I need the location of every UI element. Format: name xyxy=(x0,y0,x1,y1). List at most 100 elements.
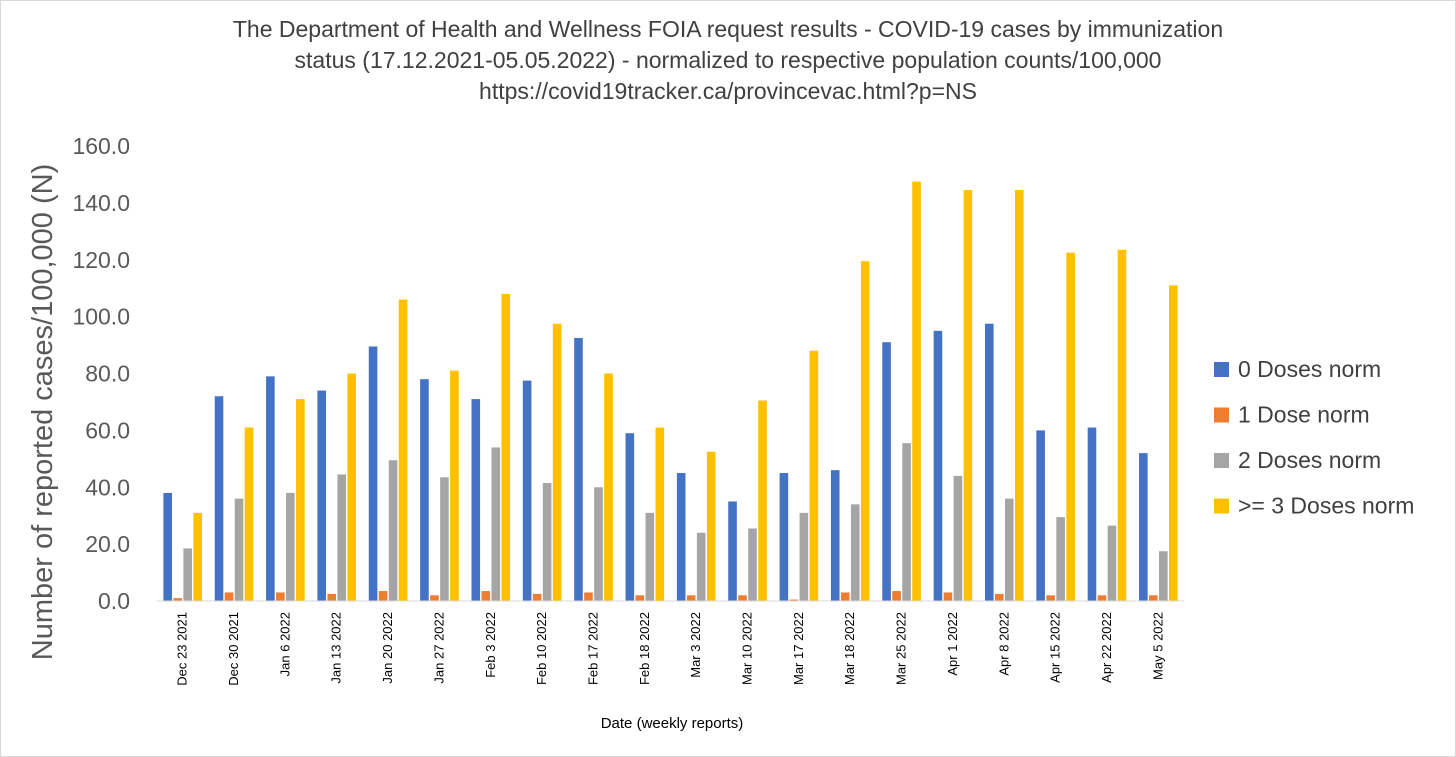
x-tick-label: Mar 18 2022 xyxy=(842,612,857,685)
bar-0-doses-norm xyxy=(882,342,891,601)
bar-3-doses-norm xyxy=(758,400,767,601)
bar-0-doses-norm xyxy=(471,399,481,601)
bar-0-doses-norm xyxy=(163,492,172,601)
bar-0-doses-norm xyxy=(984,323,994,601)
bar-0-doses-norm xyxy=(420,379,429,601)
legend-label: 0 Doses norm xyxy=(1238,356,1381,382)
bar-0-doses-norm xyxy=(625,433,635,601)
bar-2-doses-norm xyxy=(799,512,809,601)
bar-3-doses-norm xyxy=(398,299,408,601)
y-tick-label: 160.0 xyxy=(72,133,130,159)
x-axis-label: Date (weekly reports) xyxy=(601,715,744,732)
legend-swatch xyxy=(1214,407,1229,423)
bar-1-dose-norm xyxy=(378,591,388,601)
bar-2-doses-norm xyxy=(748,528,757,601)
x-tick-label: Jan 20 2022 xyxy=(380,612,395,684)
x-tick-label: Mar 3 2022 xyxy=(688,612,703,678)
bar-3-doses-norm xyxy=(347,373,357,601)
bar-3-doses-norm xyxy=(604,373,613,601)
bar-2-doses-norm xyxy=(491,447,501,601)
bar-2-doses-norm xyxy=(337,474,347,601)
x-tick-label: Dec 23 2021 xyxy=(175,612,190,686)
y-tick-label: 40.0 xyxy=(85,474,130,500)
legend-swatch xyxy=(1214,362,1229,377)
bar-1-dose-norm xyxy=(789,599,799,601)
bar-1-dose-norm xyxy=(738,595,747,601)
bar-2-doses-norm xyxy=(1159,551,1168,601)
x-tick-label: Feb 17 2022 xyxy=(586,612,601,685)
bar-2-doses-norm xyxy=(1056,517,1065,601)
x-tick-label: Mar 10 2022 xyxy=(740,612,755,685)
legend-swatch xyxy=(1214,453,1229,468)
bar-3-doses-norm xyxy=(1014,190,1024,601)
bar-3-doses-norm xyxy=(655,427,665,601)
x-tick-label: Apr 1 2022 xyxy=(945,612,960,676)
bar-1-dose-norm xyxy=(943,592,953,601)
bar-2-doses-norm xyxy=(953,475,963,602)
x-axis-ticks: Dec 23 2021 Dec 30 2021 Jan 6 2022 Jan 13 2… xyxy=(175,612,1166,686)
bar-3-doses-norm xyxy=(450,370,459,601)
bar-2-doses-norm xyxy=(440,477,449,601)
bar-1-dose-norm xyxy=(840,592,850,601)
bar-2-doses-norm xyxy=(902,443,911,601)
bar-1-dose-norm xyxy=(1046,595,1055,601)
x-tick-label: Mar 17 2022 xyxy=(791,612,806,685)
y-tick-label: 0.0 xyxy=(98,588,130,614)
x-tick-label: Feb 18 2022 xyxy=(637,612,652,685)
chart-title: The Department of Health and Wellness FO… xyxy=(0,14,1456,107)
bar-1-dose-norm xyxy=(1149,595,1158,601)
bar-0-doses-norm xyxy=(574,337,583,601)
bar-0-doses-norm xyxy=(368,346,378,601)
bar-1-dose-norm xyxy=(224,592,234,601)
y-tick-label: 80.0 xyxy=(85,361,130,387)
bar-1-dose-norm xyxy=(686,595,696,601)
bar-1-dose-norm xyxy=(584,592,593,601)
bar-2-doses-norm xyxy=(388,460,398,601)
bar-1-dose-norm xyxy=(173,598,182,601)
bar-3-doses-norm xyxy=(963,190,973,601)
y-tick-label: 20.0 xyxy=(85,531,130,557)
bar-1-dose-norm xyxy=(327,593,337,601)
x-tick-label: Jan 13 2022 xyxy=(329,612,344,684)
bar-3-doses-norm xyxy=(809,350,819,601)
bar-2-doses-norm xyxy=(183,548,192,601)
x-tick-label: Apr 8 2022 xyxy=(996,612,1011,676)
bar-2-doses-norm xyxy=(542,482,552,601)
bar-3-doses-norm xyxy=(193,512,202,601)
bar-3-doses-norm xyxy=(860,261,870,601)
y-tick-label: 140.0 xyxy=(72,190,130,216)
y-axis-ticks: 0.0 20.0 40.0 60.0 80.0 100.0 120.0 140.0 160.0 xyxy=(72,133,130,614)
bar-3-doses-norm xyxy=(1066,252,1075,601)
bar-0-doses-norm xyxy=(676,473,686,601)
bar-0-doses-norm xyxy=(1036,430,1045,602)
bar-0-doses-norm xyxy=(266,376,275,601)
bar-2-doses-norm xyxy=(1004,498,1014,602)
legend-swatch xyxy=(1214,498,1229,514)
x-tick-label: Jan 27 2022 xyxy=(431,612,446,684)
legend-label: 2 Doses norm xyxy=(1238,447,1381,473)
chart-title-line-3: https://covid19tracker.ca/provincevac.ht… xyxy=(479,78,977,104)
bar-3-doses-norm xyxy=(1117,249,1127,602)
legend-label: >= 3 Doses norm xyxy=(1238,493,1414,519)
chart-title-line-2: status (17.12.2021-05.05.2022) - normali… xyxy=(294,47,1162,73)
y-tick-label: 60.0 xyxy=(85,417,130,443)
bar-0-doses-norm xyxy=(933,330,943,601)
bar-1-dose-norm xyxy=(430,595,439,601)
x-tick-label: Feb 10 2022 xyxy=(534,612,549,685)
bar-3-doses-norm xyxy=(706,451,716,601)
y-axis-label: Number of reported cases/100,000 (N) xyxy=(27,164,59,660)
x-tick-label: Apr 22 2022 xyxy=(1099,612,1114,683)
chart-title-line-1: The Department of Health and Wellness FO… xyxy=(232,16,1224,42)
bar-1-dose-norm xyxy=(1097,595,1107,601)
legend-label: 1 Dose norm xyxy=(1238,402,1370,428)
x-tick-label: May 5 2022 xyxy=(1150,612,1165,680)
bar-2-doses-norm xyxy=(1107,525,1117,601)
bar-1-dose-norm xyxy=(635,595,645,601)
bar-3-doses-norm xyxy=(501,293,511,602)
legend: 0 Doses norm 1 Dose norm 2 Doses norm >= 3 … xyxy=(1214,356,1414,519)
bar-series xyxy=(163,181,1178,602)
x-tick-label: Dec 30 2021 xyxy=(226,612,241,686)
x-tick-label: Jan 6 2022 xyxy=(277,612,292,676)
